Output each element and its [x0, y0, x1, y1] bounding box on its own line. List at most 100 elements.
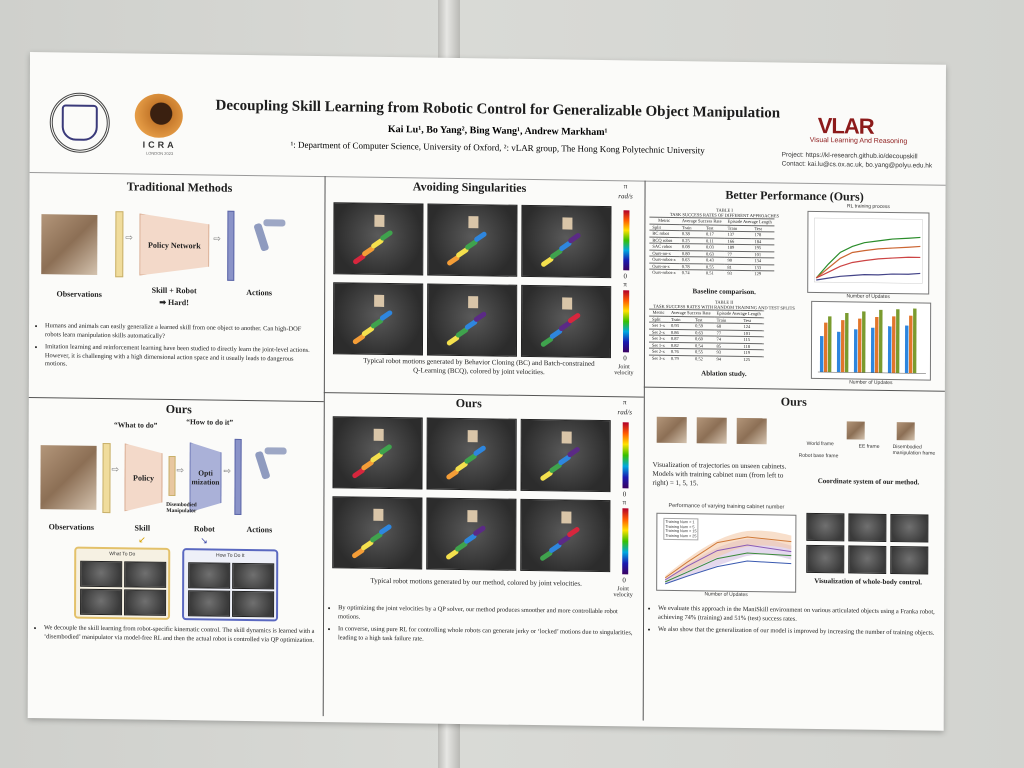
actions-label: Actions	[246, 288, 273, 298]
cabinet-image	[736, 417, 767, 445]
section-title-traditional: Traditional Methods	[126, 179, 233, 195]
table-cell: Ours-robot-x	[649, 269, 679, 276]
ours-left-bullet: We decouple the skill learning from robo…	[34, 624, 316, 649]
colorbar-top-label: π	[623, 280, 627, 289]
table-cell: 93	[724, 270, 752, 277]
colorbar-unit: rad/s	[617, 408, 632, 417]
hard-label: ➡ Hard!	[159, 297, 189, 308]
robot-motion-image	[520, 498, 611, 573]
table-cell: 0.51	[702, 269, 725, 277]
panel-image	[80, 560, 123, 588]
actions-label: Actions	[246, 525, 273, 535]
table-cell: 0.79	[667, 354, 693, 362]
colorbar-bottom-label: 0	[623, 354, 627, 363]
trajectory-caption: Visualization of trajectories on unseen …	[652, 460, 787, 488]
training-num-plot: Training Num = 1 Training Num = 5 Traini…	[656, 512, 797, 598]
table-cell: 0.74	[678, 269, 703, 276]
colorbar-bottom-label: 0	[622, 576, 626, 585]
robot-motion-image	[520, 284, 612, 359]
bar	[891, 316, 896, 374]
how-to-do-label: “How to do it”	[186, 417, 234, 427]
ablation-bar-plot: Number of Updates	[810, 300, 932, 386]
bar	[878, 309, 883, 373]
affiliations: ¹: Department of Computer Science, Unive…	[290, 139, 705, 156]
oxford-logo	[49, 92, 110, 154]
wbc-image	[848, 513, 887, 542]
observations-label: Observations	[48, 522, 95, 532]
colorbar-top-label: π	[623, 182, 628, 191]
table-cell: 129	[751, 270, 775, 277]
bar	[840, 320, 845, 373]
training-plot-title: Performance of varying training cabinet …	[668, 502, 785, 511]
robot-motion-image	[333, 202, 424, 276]
column-divider	[642, 180, 646, 721]
list-item: In converse, using pure RL for controlli…	[338, 625, 633, 646]
ours-mid-bullets: By optimizing the joint velocities by a …	[328, 604, 633, 650]
panel-image	[124, 561, 167, 588]
bar	[887, 326, 892, 374]
section-title-ours-mid: Ours	[455, 395, 482, 411]
arrow-icon: ⇨	[111, 465, 120, 476]
cabinet-image	[896, 422, 915, 441]
table-2: TABLE II TASK SUCCESS RATES WITH RANDOM …	[648, 299, 799, 363]
what-to-do-panel: What To Do	[74, 546, 171, 620]
skill-label: Skill	[134, 523, 151, 533]
list-item: Humans and animals can easily generalize…	[45, 322, 315, 343]
table-1-grid: Metric Average Success Rate Episode Averag…	[649, 217, 775, 277]
colorbar-unit: rad/s	[618, 192, 633, 201]
traditional-bullets: Humans and animals can easily generalize…	[35, 322, 315, 376]
table-cell: 125	[740, 355, 764, 363]
table-header: Average Success Rate	[678, 217, 725, 225]
bar	[912, 308, 917, 374]
training-num-svg	[664, 530, 792, 585]
colorbar-bottom-label: 0	[622, 490, 627, 499]
rl-training-plot: RL training process Number of Updates	[807, 203, 930, 300]
table-row: Ours-robot-x 0.74 0.51 93 129	[649, 269, 775, 277]
what-to-do-label: “What to do”	[114, 420, 158, 430]
cabinet-image	[846, 421, 865, 440]
action-bar	[227, 210, 235, 281]
wbc-image	[890, 546, 929, 575]
robot-image	[250, 445, 310, 506]
robot-motion-image	[332, 416, 423, 490]
colorbar-bottom-label: 0	[623, 272, 628, 281]
robot-motion-image	[520, 418, 611, 493]
panel-image	[232, 562, 275, 590]
wbc-image	[806, 512, 845, 542]
bar	[827, 316, 832, 373]
robot-motion-image	[332, 282, 424, 356]
observations-label: Observations	[56, 289, 102, 300]
poster-header: ICRA LONDON 2023 Decoupling Skill Learni…	[29, 52, 946, 186]
how-to-do-panel: How To Do It	[182, 548, 279, 622]
vlar-logo: VLAR Visual Learning And Reasoning	[809, 113, 908, 146]
section-title-ours-right: Ours	[780, 394, 807, 409]
colorbar-top-label: π	[622, 498, 627, 507]
colorbar-label: Joint velocity	[614, 364, 634, 377]
arrow-icon: ⇨	[213, 234, 221, 245]
colorbar-label: Joint velocity	[613, 586, 633, 599]
panel-image	[188, 590, 231, 617]
row-divider	[643, 386, 945, 392]
bar	[904, 325, 909, 374]
wbc-caption: Visualization of whole-body control.	[814, 576, 923, 587]
poster-title: Decoupling Skill Learning from Robotic C…	[215, 97, 781, 122]
cabinet-image	[656, 416, 687, 444]
table-2-grid: Metric Average Success Rate Episode Averag…	[648, 309, 764, 363]
arrow-icon: ⇨	[125, 233, 133, 244]
singularities-caption: Typical robot motions generated by Behav…	[363, 356, 595, 377]
observation-photo	[40, 445, 97, 510]
action-bar	[234, 438, 242, 515]
table-row: Set 3-x 0.79 0.52 94 125	[648, 354, 764, 363]
poster: ICRA LONDON 2023 Decoupling Skill Learni…	[27, 52, 946, 731]
robot-motion-image	[521, 204, 612, 279]
wbc-image	[806, 544, 845, 574]
bar	[908, 315, 913, 374]
robot-motion-image	[426, 497, 517, 571]
table-cell: Ours-robot-x	[649, 256, 679, 264]
table-header: Episode Average Length	[713, 310, 764, 318]
bar	[870, 327, 875, 373]
wbc-image	[848, 545, 887, 574]
robot-label: Robot	[193, 524, 215, 534]
bar	[823, 322, 828, 373]
list-item: We also show that the generalization of …	[658, 626, 938, 638]
